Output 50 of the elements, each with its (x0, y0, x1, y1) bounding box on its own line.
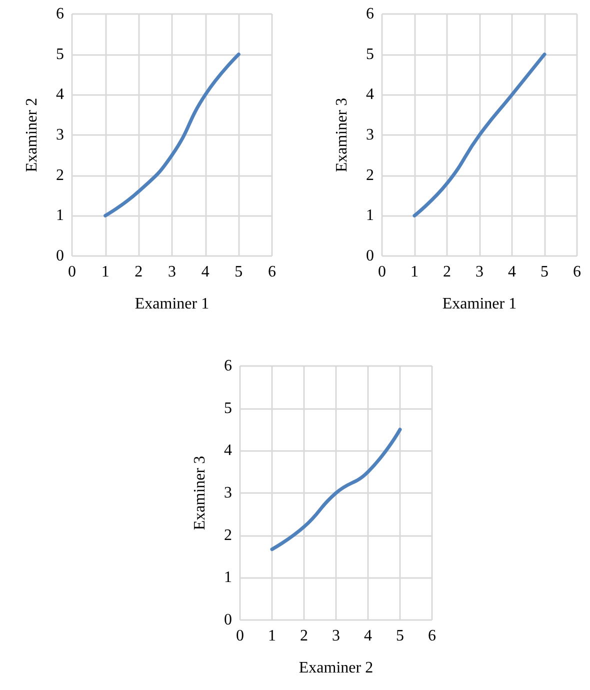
y-tick-label: 5 (224, 400, 232, 417)
x-tick-label: 5 (234, 264, 243, 280)
x-tick-label: 4 (508, 264, 516, 280)
x-tick-label: 0 (68, 264, 76, 280)
x-tick-label: 1 (410, 264, 418, 280)
y-axis-title: Examiner 3 (334, 98, 350, 172)
y-tick-label: 0 (366, 248, 374, 264)
y-tick-label: 5 (56, 46, 64, 63)
y-tick-label: 3 (56, 126, 64, 144)
y-tick-label: 2 (56, 166, 64, 184)
line-series (104, 52, 240, 218)
x-tick-label: 2 (443, 264, 451, 280)
x-tick-label: 3 (168, 264, 176, 280)
line-series (270, 428, 402, 552)
x-tick-label: 5 (396, 628, 404, 644)
y-tick-label: 4 (366, 86, 374, 104)
line-series (412, 52, 546, 218)
y-axis-title: Examiner 2 (24, 98, 40, 172)
y-tick-label: 4 (56, 86, 64, 104)
x-tick-label: 6 (428, 628, 436, 644)
y-tick-label: 1 (366, 207, 374, 224)
y-tick-label: 3 (366, 126, 374, 144)
x-tick-label: 6 (573, 264, 581, 280)
y-tick-label: 1 (56, 207, 64, 224)
x-tick-label: 2 (134, 264, 143, 280)
x-axis-title: Examiner 1 (442, 296, 517, 312)
x-tick-label: 4 (201, 264, 210, 280)
x-tick-label: 2 (300, 628, 308, 644)
y-tick-label: 2 (224, 526, 232, 544)
y-tick-label: 5 (366, 46, 374, 63)
x-tick-label: 1 (268, 628, 276, 644)
y-tick-label: 6 (366, 6, 374, 22)
x-tick-label: 0 (236, 628, 244, 644)
x-axis-title: Examiner 2 (298, 660, 374, 676)
y-tick-label: 1 (224, 569, 232, 586)
x-axis-title: Examiner 1 (134, 296, 210, 312)
y-tick-label: 4 (224, 442, 232, 460)
y-tick-label: 0 (224, 612, 232, 628)
y-tick-label: 0 (56, 248, 64, 264)
y-tick-label: 6 (56, 6, 64, 22)
y-tick-label: 3 (224, 484, 232, 502)
y-axis-title: Examiner 3 (192, 456, 208, 530)
y-tick-label: 6 (224, 358, 232, 374)
x-tick-label: 3 (332, 628, 340, 644)
x-tick-label: 5 (540, 264, 548, 280)
y-tick-label: 2 (366, 166, 374, 184)
x-tick-label: 6 (268, 264, 276, 280)
x-tick-label: 3 (476, 264, 484, 280)
x-tick-label: 1 (101, 264, 110, 280)
x-tick-label: 0 (378, 264, 386, 280)
